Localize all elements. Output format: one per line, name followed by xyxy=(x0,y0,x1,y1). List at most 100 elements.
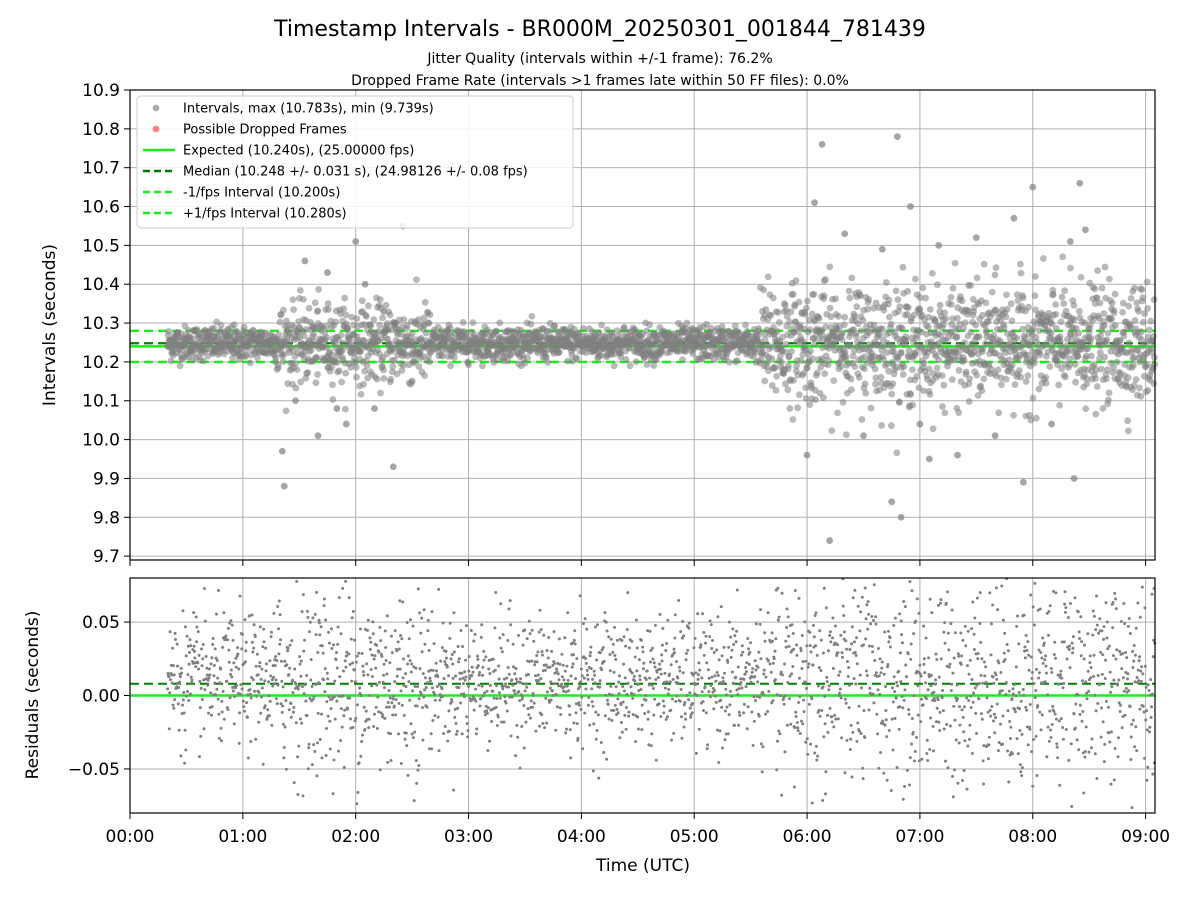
residual-point xyxy=(241,688,244,691)
residual-point xyxy=(684,712,687,715)
interval-point xyxy=(939,372,946,379)
residual-point xyxy=(586,669,589,672)
residual-point xyxy=(901,641,904,644)
residual-point xyxy=(589,654,592,657)
residual-point xyxy=(443,677,446,680)
residual-point xyxy=(195,615,198,618)
residual-point xyxy=(694,683,697,686)
residual-point xyxy=(310,658,313,661)
residual-point xyxy=(801,722,804,725)
residual-point xyxy=(501,687,504,690)
residual-point xyxy=(907,652,910,655)
residual-point xyxy=(361,652,364,655)
residual-point xyxy=(578,685,581,688)
residual-point xyxy=(288,667,291,670)
residual-point xyxy=(941,689,944,692)
residual-point xyxy=(438,683,441,686)
residual-point xyxy=(649,660,652,663)
residual-point xyxy=(737,724,740,727)
residual-point xyxy=(494,591,497,594)
residual-point xyxy=(260,678,263,681)
residual-point xyxy=(614,704,617,707)
residual-point xyxy=(615,708,618,711)
residual-point xyxy=(476,658,479,661)
interval-outlier-point xyxy=(362,281,369,288)
residual-point xyxy=(819,669,822,672)
interval-point xyxy=(888,391,895,398)
residual-point xyxy=(480,636,483,639)
residual-point xyxy=(441,695,444,698)
residual-point xyxy=(414,667,417,670)
residual-point xyxy=(560,683,563,686)
residual-point xyxy=(800,720,803,723)
residual-point xyxy=(293,781,296,784)
interval-point xyxy=(1058,318,1065,325)
residual-point xyxy=(746,637,749,640)
residual-point xyxy=(493,626,496,629)
residual-point xyxy=(834,624,837,627)
interval-point xyxy=(1032,292,1039,299)
residual-point xyxy=(879,671,882,674)
residual-point xyxy=(479,697,482,700)
residual-point xyxy=(622,663,625,666)
residual-point xyxy=(535,654,538,657)
interval-point xyxy=(280,307,287,314)
residual-point xyxy=(492,658,495,661)
residual-point xyxy=(363,728,366,731)
residual-point xyxy=(566,685,569,688)
interval-point xyxy=(978,387,985,394)
residual-point xyxy=(366,673,369,676)
residual-point xyxy=(741,651,744,654)
residual-point xyxy=(767,660,770,663)
residual-point xyxy=(851,731,854,734)
residual-point xyxy=(924,681,927,684)
residual-point xyxy=(942,709,945,712)
residual-point xyxy=(379,768,382,771)
residual-point xyxy=(616,697,619,700)
residual-point xyxy=(819,715,822,718)
residual-point xyxy=(280,680,283,683)
residual-point xyxy=(513,689,516,692)
residual-point xyxy=(541,722,544,725)
residual-point xyxy=(178,681,181,684)
interval-point xyxy=(980,375,987,382)
residual-point xyxy=(873,659,876,662)
interval-point xyxy=(973,372,980,379)
interval-point xyxy=(1053,325,1060,332)
residual-point xyxy=(339,739,342,742)
residual-point xyxy=(255,695,258,698)
interval-point xyxy=(893,287,900,294)
residual-point xyxy=(389,732,392,735)
residual-point xyxy=(960,663,963,666)
residual-point xyxy=(365,662,368,665)
residual-point xyxy=(277,652,280,655)
legend-marker xyxy=(153,126,160,133)
residual-point xyxy=(532,640,535,643)
residual-point xyxy=(675,694,678,697)
residual-point xyxy=(959,632,962,635)
interval-outlier-point xyxy=(1076,180,1083,187)
interval-point xyxy=(289,296,296,303)
interval-point xyxy=(358,391,365,398)
residual-point xyxy=(747,647,750,650)
residual-point xyxy=(400,762,403,765)
residual-point xyxy=(519,677,522,680)
residual-point xyxy=(908,713,911,716)
residual-point xyxy=(882,772,885,775)
residual-point xyxy=(406,621,409,624)
residual-point xyxy=(868,645,871,648)
residual-point xyxy=(973,648,976,651)
residual-point xyxy=(918,664,921,667)
residual-point xyxy=(885,735,888,738)
residual-point xyxy=(498,691,501,694)
residual-point xyxy=(512,665,515,668)
residual-point xyxy=(571,666,574,669)
residual-point xyxy=(459,678,462,681)
residual-point xyxy=(297,687,300,690)
interval-point xyxy=(1076,308,1083,315)
residual-point xyxy=(550,699,553,702)
residual-point xyxy=(430,732,433,735)
residual-point xyxy=(277,627,280,630)
residual-point xyxy=(632,713,635,716)
interval-point xyxy=(1102,264,1109,271)
